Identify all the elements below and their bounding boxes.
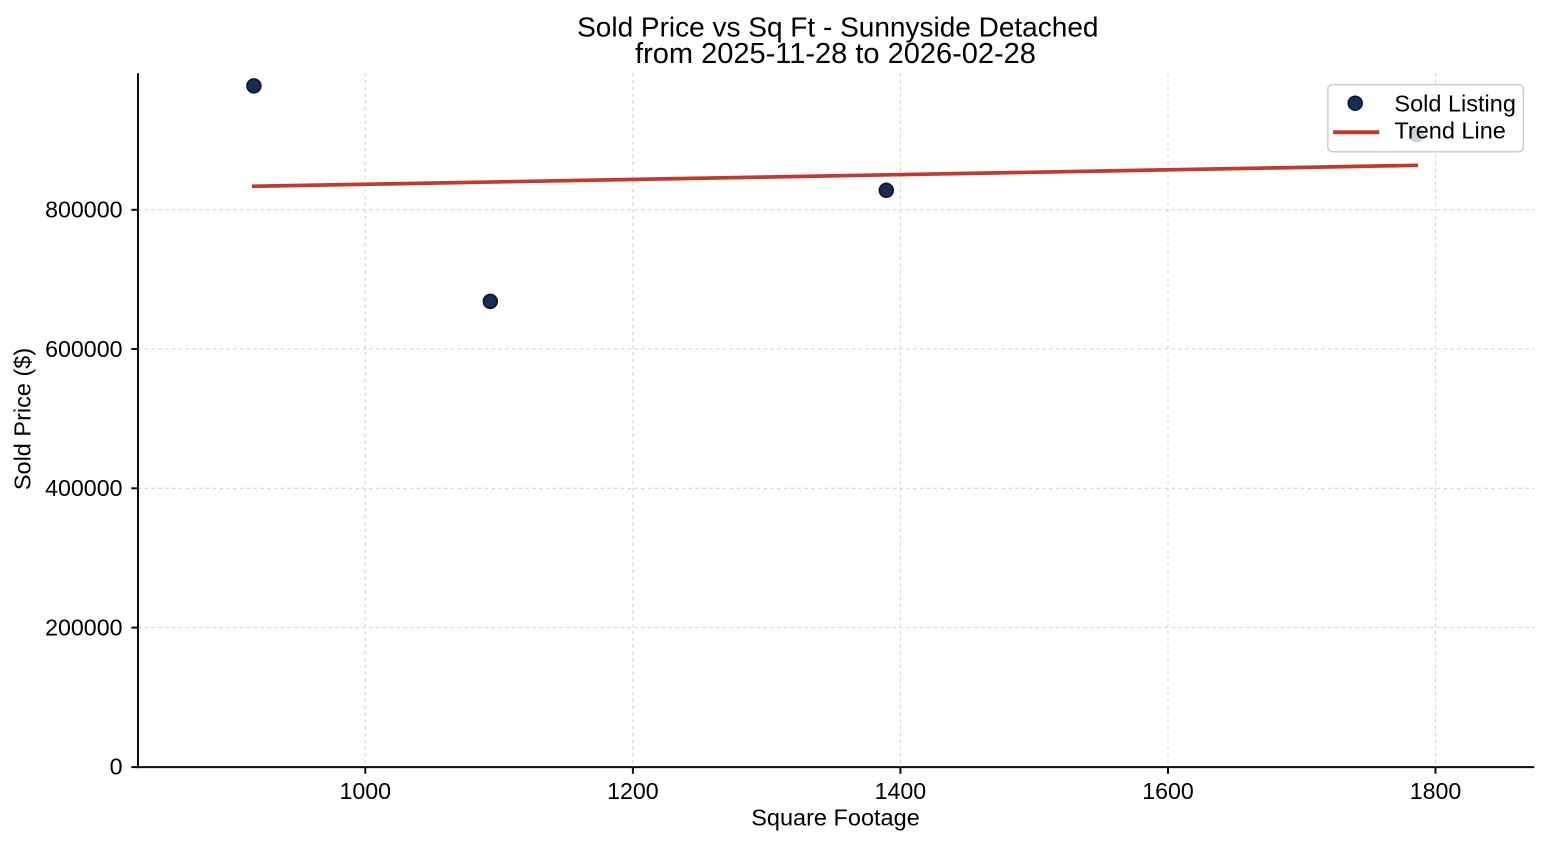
svg-text:1600: 1600	[1142, 778, 1194, 804]
svg-text:1200: 1200	[607, 778, 659, 804]
svg-text:Sold Listing: Sold Listing	[1394, 90, 1516, 116]
svg-text:800000: 800000	[45, 197, 122, 223]
svg-text:Sold Price ($): Sold Price ($)	[10, 348, 36, 490]
svg-text:1000: 1000	[340, 778, 392, 804]
svg-text:1400: 1400	[875, 778, 927, 804]
svg-text:0: 0	[110, 754, 123, 780]
svg-text:from 2025-11-28 to 2026-02-28: from 2025-11-28 to 2026-02-28	[635, 38, 1036, 70]
svg-text:400000: 400000	[45, 475, 122, 501]
svg-text:200000: 200000	[45, 614, 122, 640]
svg-text:Sold Price vs Sq Ft - Sunnysid: Sold Price vs Sq Ft - Sunnyside Detached	[577, 12, 1098, 43]
svg-text:Square Footage: Square Footage	[751, 804, 920, 830]
svg-text:1800: 1800	[1410, 778, 1462, 804]
svg-text:Trend Line: Trend Line	[1394, 117, 1505, 143]
svg-text:600000: 600000	[45, 336, 122, 362]
